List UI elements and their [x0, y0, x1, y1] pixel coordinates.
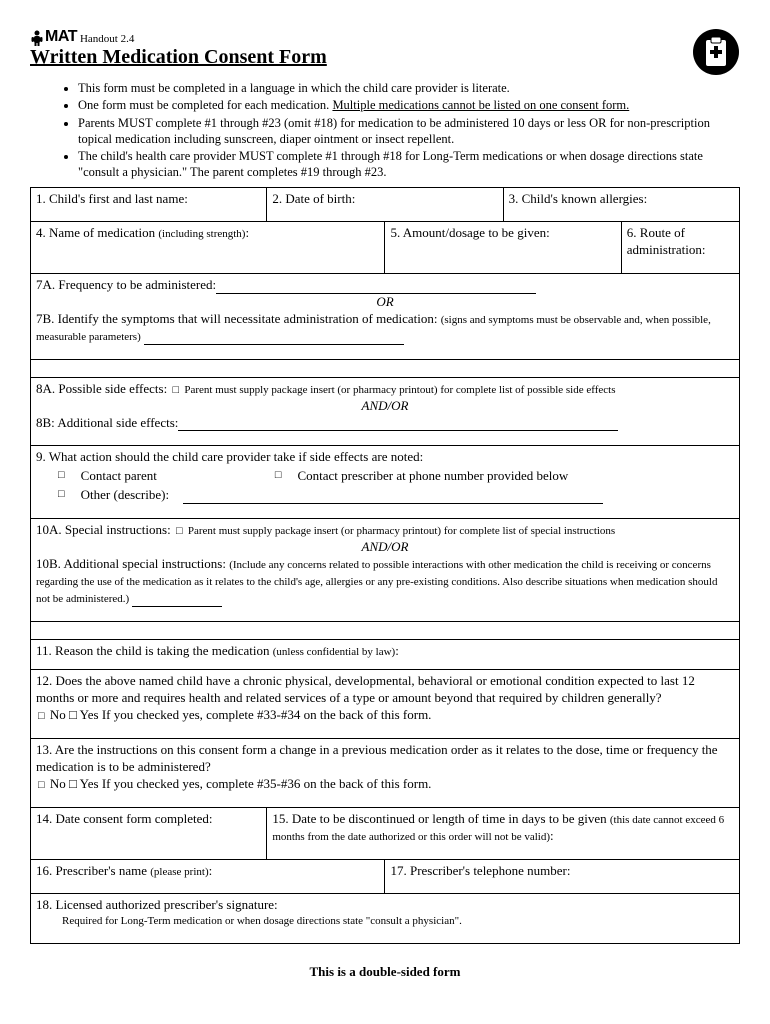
andor-8: AND/OR — [36, 398, 734, 415]
handout-label: Handout 2.4 — [78, 33, 134, 46]
bullet-4: The child's health care provider MUST co… — [78, 148, 740, 181]
field-12: 12. Does the above named child have a ch… — [31, 670, 740, 739]
checkbox-9-contact-prescriber[interactable]: □ — [273, 468, 284, 485]
page-title: Written Medication Consent Form — [30, 46, 327, 69]
spacer-2 — [31, 621, 740, 639]
field-18[interactable]: 18. Licensed authorized prescriber's sig… — [31, 894, 740, 943]
bullet-3: Parents MUST complete #1 through #23 (om… — [78, 115, 740, 148]
field-1[interactable]: 1. Child's first and last name: — [31, 187, 267, 222]
blank-8b[interactable] — [178, 430, 618, 431]
checkbox-8a[interactable]: □ — [170, 384, 181, 396]
field-6[interactable]: 6. Route of administration: — [621, 222, 739, 274]
logo-text: MAT — [45, 28, 77, 46]
field-17[interactable]: 17. Prescriber's telephone number: — [385, 859, 740, 894]
field-9: 9. What action should the child care pro… — [31, 446, 740, 519]
instruction-bullets: This form must be completed in a languag… — [30, 80, 740, 181]
header: MAT Handout 2.4 Written Medication Conse… — [30, 28, 740, 76]
field-7[interactable]: 7A. Frequency to be administered: OR 7B.… — [31, 274, 740, 360]
checkbox-9-other[interactable]: □ — [56, 487, 67, 504]
field-10[interactable]: 10A. Special instructions: □ Parent must… — [31, 519, 740, 621]
field-5[interactable]: 5. Amount/dosage to be given: — [385, 222, 621, 274]
header-left: MAT Handout 2.4 Written Medication Conse… — [30, 28, 327, 69]
field-4[interactable]: 4. Name of medication (including strengt… — [31, 222, 385, 274]
checkbox-12-no[interactable]: □ — [36, 710, 47, 722]
form-table: 1. Child's first and last name: 2. Date … — [30, 187, 740, 944]
blank-9-other[interactable] — [183, 487, 603, 504]
blank-10b[interactable] — [132, 606, 222, 607]
logo-line: MAT Handout 2.4 — [30, 28, 327, 46]
clipboard-badge-icon — [692, 28, 740, 76]
field-11[interactable]: 11. Reason the child is taking the medic… — [31, 639, 740, 670]
field-2[interactable]: 2. Date of birth: — [267, 187, 503, 222]
field-15[interactable]: 15. Date to be discontinued or length of… — [267, 807, 740, 859]
or-text: OR — [36, 294, 734, 311]
bullet-2: One form must be completed for each medi… — [78, 97, 740, 113]
andor-10: AND/OR — [36, 539, 734, 556]
footer-text: This is a double-sided form — [30, 964, 740, 980]
checkbox-13-no[interactable]: □ — [36, 779, 47, 791]
bullet-1: This form must be completed in a languag… — [78, 80, 740, 96]
checkbox-10a[interactable]: □ — [174, 525, 185, 537]
field-13: 13. Are the instructions on this consent… — [31, 739, 740, 808]
field-3[interactable]: 3. Child's known allergies: — [503, 187, 739, 222]
blank-7b[interactable] — [144, 344, 404, 345]
field-14[interactable]: 14. Date consent form completed: — [31, 807, 267, 859]
person-icon — [30, 30, 44, 46]
checkbox-9-contact-parent[interactable]: □ — [56, 468, 67, 485]
field-8[interactable]: 8A. Possible side effects: □ Parent must… — [31, 377, 740, 446]
spacer-1 — [31, 359, 740, 377]
field-16[interactable]: 16. Prescriber's name (please print): — [31, 859, 385, 894]
